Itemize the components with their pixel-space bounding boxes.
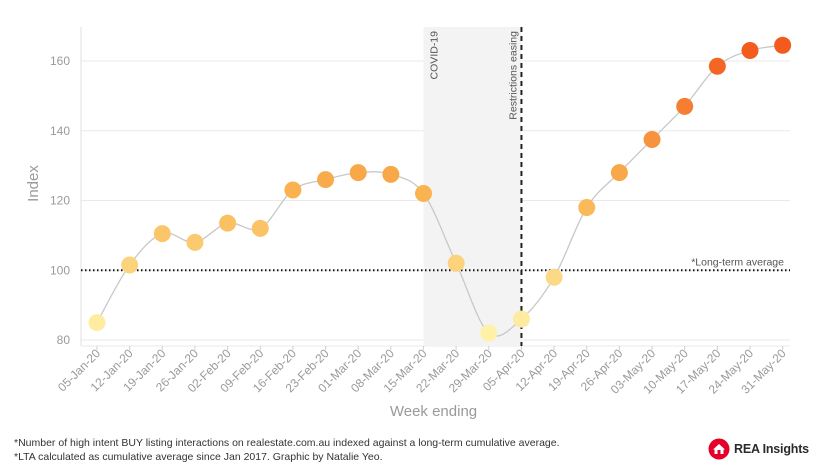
y-tick-label: 140 — [50, 124, 70, 138]
y-axis-title: Index — [25, 165, 42, 202]
data-point — [676, 97, 694, 115]
y-tick-label: 160 — [50, 54, 70, 68]
data-point — [512, 310, 530, 328]
chart: 80 100 120 140 160 05-Jan-2012-Jan-2019-Jan-… — [25, 27, 792, 420]
data-points — [88, 36, 792, 342]
data-point — [480, 324, 498, 342]
x-axis: 05-Jan-2012-Jan-2019-Jan-2026-Jan-2002-F… — [55, 346, 789, 397]
y-axis: 80 100 120 140 160 — [50, 54, 70, 347]
data-point — [643, 130, 661, 148]
data-point — [121, 256, 139, 274]
data-point — [284, 181, 302, 199]
data-point — [415, 185, 432, 203]
covid-label: COVID-19 — [429, 31, 441, 80]
data-point — [349, 164, 367, 182]
rea-house-icon — [708, 438, 730, 460]
x-axis-title: Week ending — [390, 403, 477, 420]
data-point — [741, 42, 759, 60]
logo-text: REA Insights — [734, 442, 809, 456]
y-tick-label: 100 — [50, 263, 70, 277]
data-point — [219, 214, 237, 232]
data-point — [578, 198, 596, 216]
series-line — [96, 44, 783, 337]
footnote-2: *LTA calculated as cumulative average si… — [14, 451, 383, 463]
data-point — [447, 254, 465, 272]
data-point — [774, 36, 792, 54]
data-point — [317, 171, 335, 189]
long-term-average-label: *Long-term average — [691, 256, 784, 268]
rea-insights-logo: REA Insights — [708, 438, 809, 460]
data-point — [708, 57, 726, 75]
y-tick-label: 80 — [57, 333, 71, 347]
footnote-1: *Number of high intent BUY listing inter… — [14, 437, 560, 449]
data-point — [382, 165, 400, 183]
data-point — [251, 219, 269, 237]
covid-shaded-region — [423, 27, 522, 346]
data-point — [186, 233, 204, 251]
y-tick-label: 120 — [50, 194, 70, 208]
data-point — [153, 225, 171, 243]
restrictions-easing-label: Restrictions easing — [507, 31, 519, 120]
data-point — [610, 164, 628, 182]
data-point — [545, 268, 563, 286]
data-point — [88, 314, 106, 332]
